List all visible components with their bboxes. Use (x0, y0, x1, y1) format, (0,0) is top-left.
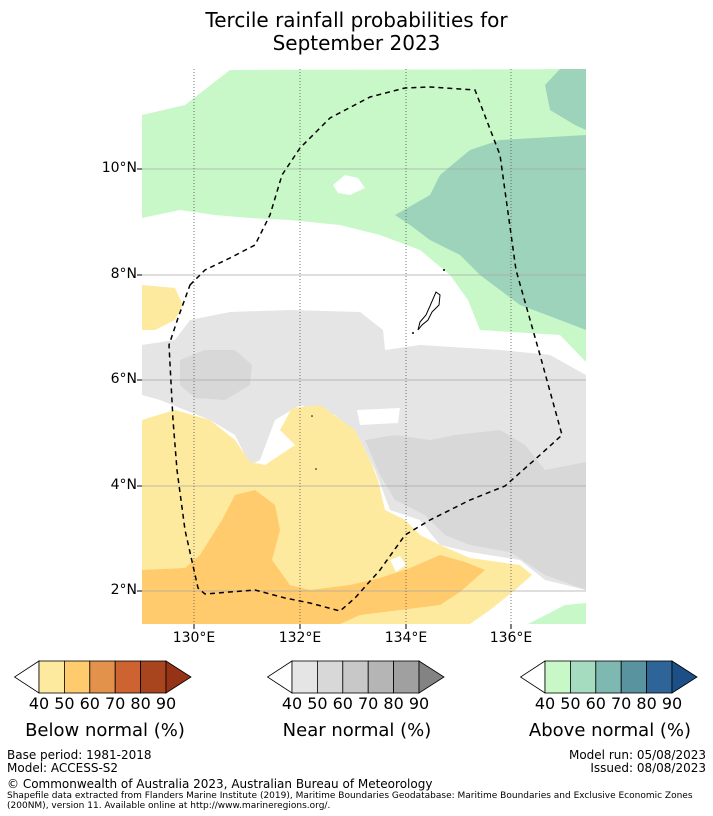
colorbar-segment (89, 660, 116, 694)
issued-date: Issued: 08/08/2023 (590, 761, 706, 775)
colorbar-tick-label: 60 (332, 694, 353, 713)
colorbar-extend-high (671, 660, 698, 694)
y-tick-label: 2°N (110, 582, 137, 598)
colorbar-segment (114, 660, 141, 694)
below-normal-40-region-north (142, 285, 183, 330)
palau-islands (417, 291, 441, 331)
colorbar-tick-label: 60 (585, 694, 606, 713)
shapefile-credit-line1: Shapefile data extracted from Flanders M… (7, 791, 693, 801)
y-tick-label: 10°N (101, 160, 137, 176)
colorbar-tick-label: 90 (408, 694, 430, 713)
copyright: © Commonwealth of Australia 2023, Austra… (7, 777, 433, 791)
x-tick-label: 132°E (278, 630, 322, 646)
colorbar-segment (38, 660, 65, 694)
model-name: Model: ACCESS-S2 (7, 761, 119, 775)
colorbar-extend-low (267, 660, 293, 694)
near-normal-50-region (180, 350, 586, 590)
latitude-gridlines (142, 168, 586, 592)
colorbar-segment (544, 660, 571, 694)
colorbar-tick-label: 60 (79, 694, 100, 713)
model-run: Model run: 05/08/2023 (568, 748, 706, 762)
colorbar-tick-label: 70 (611, 694, 632, 713)
white-channel (357, 408, 400, 425)
colorbar-tick-label: 80 (383, 694, 404, 713)
below-normal-colorbar (14, 660, 192, 694)
colorbar-extend-low (520, 660, 546, 694)
y-tick-label: 8°N (110, 266, 137, 282)
above-normal-50-region (395, 69, 586, 330)
base-period: Base period: 1981-2018 (7, 748, 152, 762)
colorbar-tick-label: 50 (307, 694, 328, 713)
colorbar-tick-label: 50 (560, 694, 581, 713)
below-normal-50-region (142, 490, 485, 624)
colorbar-segment (140, 660, 167, 694)
island-dot (443, 269, 445, 271)
colorbar-tick-label: 40 (28, 694, 50, 713)
colorbar-segment (570, 660, 597, 694)
island-dot (315, 468, 317, 470)
colorbar-tick-label: 70 (358, 694, 379, 713)
axis-ticks (137, 168, 512, 629)
colorbar-segment (646, 660, 673, 694)
below-normal-legend-title: Below normal (%) (25, 720, 185, 741)
colorbar-tick-label: 50 (54, 694, 75, 713)
eez-boundary (168, 86, 563, 612)
above-normal-colorbar (520, 660, 698, 694)
colorbar-tick-label: 40 (534, 694, 556, 713)
colorbar-segment (317, 660, 344, 694)
above-normal-40-region-se (528, 603, 586, 624)
colorbar-segment (342, 660, 369, 694)
island-dot (311, 415, 313, 417)
longitude-gridlines (193, 69, 512, 624)
colorbar-segment (595, 660, 622, 694)
above-normal-legend-title: Above normal (%) (528, 720, 692, 741)
y-tick-label: 4°N (110, 477, 137, 493)
shapefile-credit-line2: (200NM), version 11. Available online at… (7, 801, 331, 811)
white-spot (333, 175, 365, 195)
colorbar-segment (291, 660, 318, 694)
white-hole (390, 556, 406, 572)
colorbar-segment (620, 660, 647, 694)
x-tick-label: 134°E (384, 630, 428, 646)
colorbar-extend-low (14, 660, 40, 694)
near-normal-colorbar (267, 660, 445, 694)
colorbar-tick-label: 70 (105, 694, 126, 713)
colorbar-tick-label: 90 (661, 694, 683, 713)
colorbar-tick-label: 80 (130, 694, 151, 713)
colorbar-segment (393, 660, 420, 694)
colorbar-segment (64, 660, 91, 694)
above-normal-40-region (142, 69, 586, 362)
colorbar-extend-high (418, 660, 445, 694)
map-title-line2: September 2023 (272, 31, 441, 55)
colorbar-tick-label: 80 (636, 694, 657, 713)
y-tick-label: 6°N (110, 371, 137, 387)
island-dot (412, 332, 414, 334)
x-tick-label: 130°E (172, 630, 216, 646)
colorbar-tick-label: 40 (281, 694, 303, 713)
colorbar-segment (367, 660, 394, 694)
probability-map (137, 69, 586, 629)
x-tick-label: 136°E (489, 630, 533, 646)
colorbar-tick-label: 90 (155, 694, 177, 713)
near-normal-legend-title: Near normal (%) (282, 720, 432, 741)
colorbar-extend-high (165, 660, 192, 694)
map-title-line1: Tercile rainfall probabilities for (205, 8, 508, 32)
